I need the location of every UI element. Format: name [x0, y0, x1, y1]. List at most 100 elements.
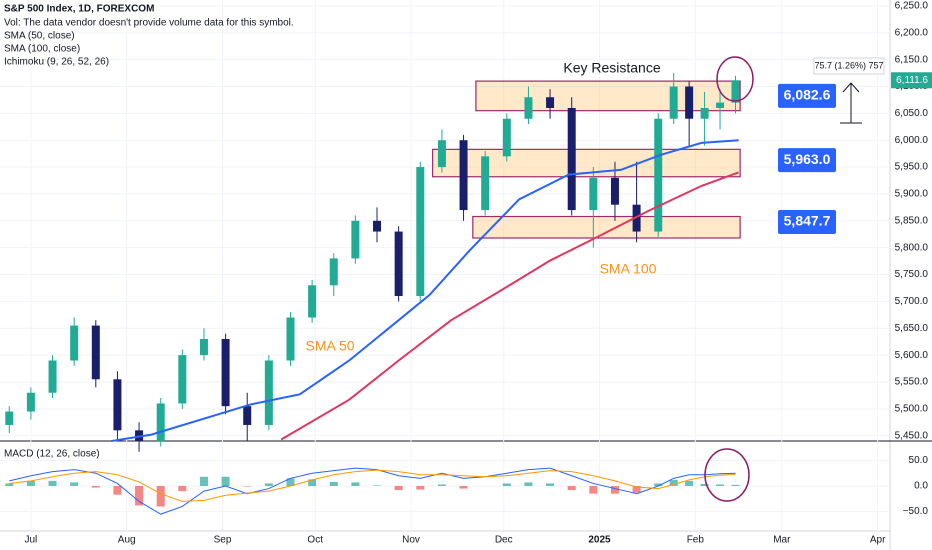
x-tick-label: Sep: [214, 535, 232, 546]
candle-body: [416, 167, 425, 297]
candle-body: [156, 403, 165, 442]
y-tick-label: 6,250.0: [895, 1, 929, 12]
chart-title: S&P 500 Index, 1D, FOREXCOM: [4, 4, 154, 15]
zone-label-box: [778, 210, 836, 235]
histogram-bar: [685, 480, 694, 486]
histogram-bar: [459, 486, 468, 489]
histogram-bar: [610, 486, 619, 494]
candle-body: [286, 317, 295, 361]
y-tick-label: 6,050.0: [895, 108, 929, 119]
measure-box: [813, 57, 885, 75]
x-tick-label: Oct: [307, 535, 323, 546]
histogram-bar: [546, 483, 555, 486]
x-tick-label: 2025: [588, 535, 611, 546]
candle-body: [373, 220, 382, 232]
histogram-bar: [567, 486, 576, 491]
histogram-bar: [286, 478, 295, 486]
histogram-bar: [178, 486, 187, 492]
histogram-bar: [632, 486, 641, 493]
candle-body: [351, 220, 360, 259]
candle-body: [700, 107, 709, 119]
histogram-bar: [308, 479, 317, 486]
zone: [475, 80, 741, 112]
series-label: SMA 50: [305, 338, 354, 354]
histogram-bar: [351, 482, 360, 486]
zone-label-box: [778, 148, 836, 173]
histogram-bar: [524, 482, 533, 486]
candle-body: [199, 338, 208, 356]
y-tick-label: 5,500.0: [895, 403, 929, 414]
info-line: Vol: The data vendor doesn't provide vol…: [4, 18, 294, 29]
candle-body: [459, 140, 468, 211]
x-tick-label: Aug: [118, 535, 136, 546]
histogram-bar: [437, 484, 446, 486]
y-tick-label: 6,150.0: [895, 54, 929, 65]
y-tick-label: 5,600.0: [895, 350, 929, 361]
candle-body: [481, 156, 490, 211]
sma-line: [280, 171, 739, 441]
histogram-bar: [716, 484, 725, 486]
candle-body: [243, 406, 252, 425]
y-tick-label: 5,950.0: [895, 162, 929, 173]
candle-body: [567, 107, 576, 211]
y-tick-label: 5,650.0: [895, 323, 929, 334]
candle-body: [654, 118, 663, 232]
histogram-bar: [48, 480, 57, 486]
candle-body: [91, 325, 100, 380]
x-tick-label: Dec: [495, 535, 513, 546]
candle-body: [716, 102, 725, 108]
candle-body: [70, 325, 79, 361]
info-line: SMA (100, close): [4, 44, 80, 55]
zone-label: 6,082.6: [784, 87, 831, 103]
zone: [472, 215, 741, 239]
zone-label-box: [778, 83, 836, 108]
y-tick-label: 6,200.0: [895, 27, 929, 38]
candle-body: [5, 411, 14, 425]
candle-body: [685, 86, 694, 119]
y-tick-label: 5,550.0: [895, 377, 929, 388]
histogram-bar: [654, 483, 663, 486]
histogram-bar: [91, 486, 100, 488]
histogram-bar: [5, 483, 14, 486]
series-label: SMA 100: [600, 261, 657, 277]
candle-body: [437, 140, 446, 168]
info-line: Ichimoku (9, 26, 52, 26): [4, 57, 109, 68]
histogram-bar: [329, 481, 338, 486]
candle-body: [669, 86, 678, 119]
y-tick-label: 5,700.0: [895, 296, 929, 307]
macd-line: [9, 467, 736, 515]
candle-body: [48, 360, 57, 393]
zone-label: 5,963.0: [784, 151, 831, 167]
histogram-bar: [70, 482, 79, 486]
histogram-bar: [264, 483, 273, 486]
y-tick-label: 50.0: [909, 455, 929, 466]
candle-body: [632, 204, 641, 232]
y-tick-label: 5,750.0: [895, 269, 929, 280]
sma-line: [111, 139, 739, 443]
highlight-circle: [716, 56, 754, 102]
histogram-bar: [156, 486, 165, 507]
y-tick-label: 6,000.0: [895, 135, 929, 146]
candle-body: [610, 177, 619, 205]
histogram-bar: [394, 486, 403, 491]
candle-body: [308, 285, 317, 318]
candle-body: [589, 177, 598, 211]
last-price-label: 6,111.6: [896, 75, 928, 86]
candle-body: [394, 231, 403, 297]
histogram-bar: [502, 483, 511, 486]
histogram-bar: [731, 484, 740, 486]
y-tick-label: 5,800.0: [895, 242, 929, 253]
histogram-bar: [373, 485, 382, 486]
histogram-bar: [221, 476, 230, 486]
annotation: Key Resistance: [563, 60, 660, 76]
histogram-bar: [135, 486, 144, 506]
candle-body: [113, 379, 122, 431]
histogram-bar: [243, 486, 252, 487]
y-tick-label: 5,450.0: [895, 430, 929, 441]
macd-line: [9, 469, 736, 502]
candle-body: [731, 80, 740, 103]
x-tick-label: Apr: [870, 535, 886, 546]
candle-body: [502, 118, 511, 157]
measure-arrowhead: [842, 82, 860, 93]
candle-body: [178, 355, 187, 404]
